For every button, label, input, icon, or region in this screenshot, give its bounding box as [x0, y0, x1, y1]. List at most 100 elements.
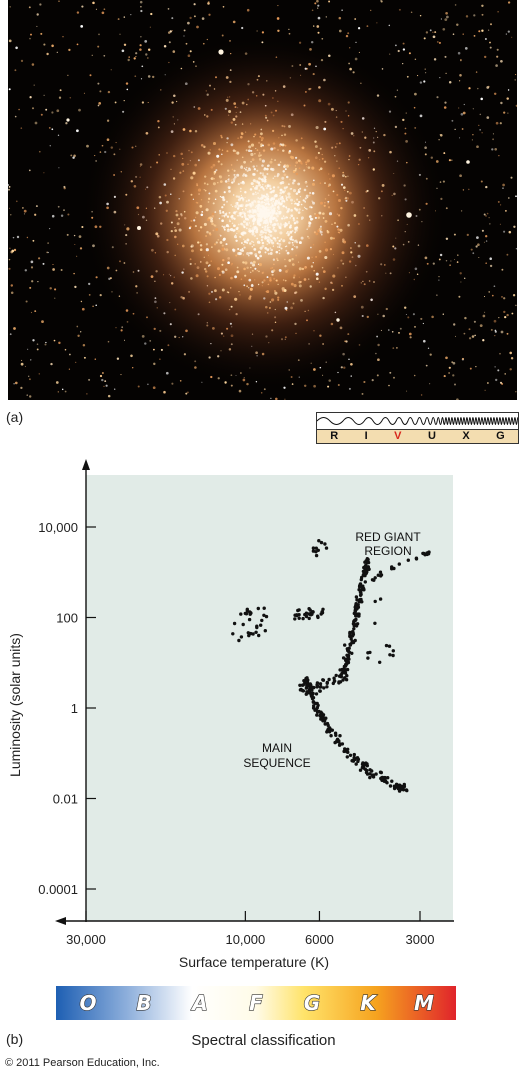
cluster-star	[293, 221, 297, 225]
background-star	[389, 53, 391, 55]
background-star	[140, 5, 142, 8]
background-star	[506, 253, 509, 256]
cluster-star	[231, 205, 234, 208]
cluster-star	[293, 284, 297, 288]
background-star	[48, 126, 51, 129]
cluster-star	[271, 224, 275, 227]
background-star	[487, 382, 489, 384]
cluster-star	[194, 225, 197, 228]
cluster-star	[269, 187, 272, 190]
data-point	[374, 772, 378, 776]
data-point	[297, 616, 301, 620]
data-point	[260, 618, 264, 623]
background-star	[392, 347, 395, 349]
background-star	[82, 343, 86, 347]
cluster-star	[277, 201, 281, 205]
cluster-star	[367, 157, 370, 159]
background-star	[436, 40, 439, 43]
cluster-star	[284, 258, 286, 261]
cluster-star	[292, 217, 295, 220]
cluster-star	[261, 139, 263, 141]
cluster-star	[294, 231, 297, 234]
cluster-star	[272, 129, 275, 132]
background-star	[471, 139, 474, 141]
background-star	[58, 0, 60, 2]
cluster-star	[243, 246, 246, 249]
cluster-star	[324, 198, 327, 200]
cluster-star	[240, 242, 243, 244]
background-star	[23, 209, 27, 213]
data-point	[325, 730, 329, 734]
background-star	[30, 33, 32, 36]
cluster-star	[354, 242, 356, 244]
cluster-star	[303, 169, 306, 172]
data-point	[307, 616, 311, 621]
cluster-star	[243, 238, 245, 240]
cluster-star	[295, 291, 298, 294]
background-star	[475, 245, 478, 248]
cluster-star	[252, 214, 255, 218]
data-point	[239, 612, 243, 616]
background-star	[51, 44, 54, 48]
background-star	[208, 13, 211, 16]
background-star	[515, 104, 517, 107]
background-star	[420, 394, 423, 396]
data-point	[298, 683, 302, 687]
data-point	[348, 634, 352, 639]
cluster-star	[238, 290, 240, 293]
background-star	[483, 213, 486, 216]
cluster-star	[262, 183, 264, 186]
cluster-star	[233, 235, 237, 239]
cluster-star	[263, 227, 267, 231]
data-point	[326, 727, 330, 731]
background-star	[489, 257, 492, 260]
cluster-star	[231, 168, 234, 171]
data-point	[343, 643, 347, 647]
data-point	[363, 560, 367, 564]
data-point	[348, 753, 353, 757]
background-star	[37, 257, 41, 260]
background-star	[103, 54, 106, 57]
background-star	[414, 92, 417, 96]
cluster-star	[278, 252, 281, 255]
background-star	[106, 119, 110, 122]
cluster-star	[273, 226, 276, 229]
background-star	[464, 316, 467, 320]
background-star	[221, 34, 224, 37]
data-point	[318, 689, 322, 693]
background-star	[168, 61, 170, 64]
cluster-star	[318, 250, 322, 253]
cluster-star	[258, 197, 261, 200]
cluster-star	[310, 265, 314, 268]
cluster-star	[264, 235, 267, 237]
cluster-star	[298, 280, 301, 284]
data-point	[315, 685, 319, 689]
cluster-star	[260, 217, 263, 220]
background-star	[311, 9, 314, 12]
background-star	[94, 358, 97, 360]
cluster-star	[227, 228, 230, 231]
cluster-star	[264, 236, 267, 240]
cluster-star	[249, 271, 252, 274]
cluster-star	[295, 226, 299, 229]
cluster-star	[264, 226, 266, 228]
cluster-star	[243, 212, 246, 215]
background-star	[509, 368, 512, 371]
background-star	[402, 42, 405, 45]
background-star	[413, 374, 416, 377]
cluster-star	[183, 210, 186, 213]
cluster-star	[304, 267, 306, 269]
cluster-star	[241, 248, 244, 250]
background-star	[489, 41, 491, 44]
background-star	[419, 14, 422, 17]
background-star	[43, 43, 46, 46]
cluster-star	[156, 161, 159, 164]
background-star	[445, 356, 448, 360]
background-star	[121, 49, 125, 53]
cluster-star	[250, 182, 254, 186]
cluster-star	[208, 301, 211, 304]
cluster-star	[237, 137, 239, 139]
cluster-star	[218, 209, 222, 213]
background-star	[388, 24, 391, 27]
background-star	[508, 230, 512, 234]
